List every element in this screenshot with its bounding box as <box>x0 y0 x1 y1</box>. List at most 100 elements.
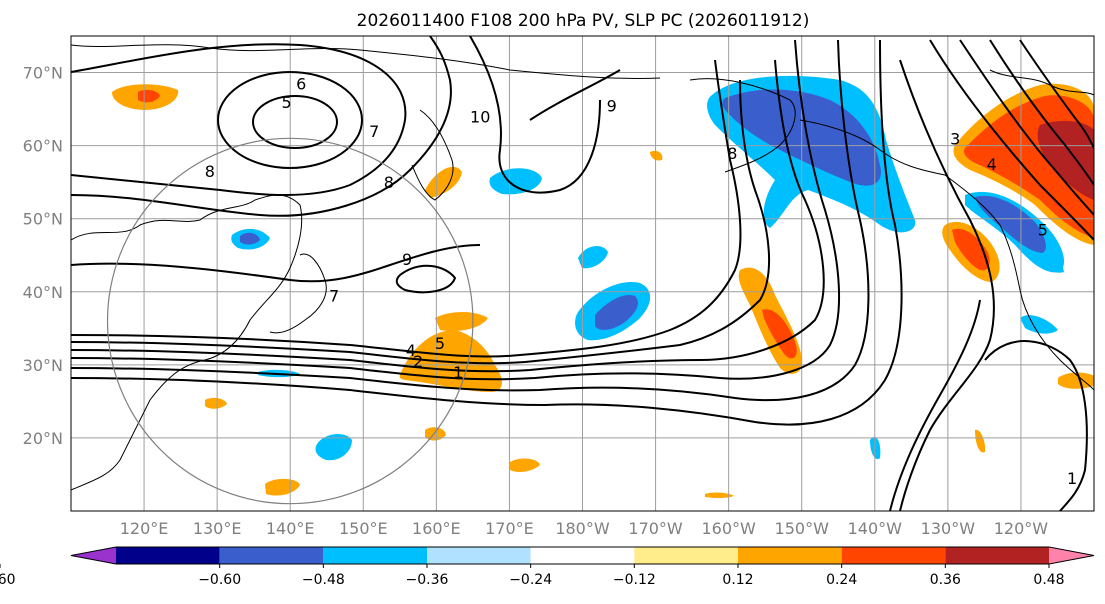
contour-jet-6 <box>71 39 903 426</box>
colorbar: −0.60 −0.48 −0.36 −0.24 −0.12 0.12 0.24 0.36 0.4… <box>0 546 1095 588</box>
pv-positive-region <box>510 458 540 473</box>
contour-label: 8 <box>205 162 215 181</box>
contour-label: 5 <box>435 334 445 353</box>
contour-label: 3 <box>950 129 960 148</box>
colorbar-segment <box>530 547 635 564</box>
lon-tick-label: 160°E <box>412 519 461 538</box>
colorbar-segment <box>219 547 324 564</box>
contour-label: 5 <box>281 93 291 112</box>
contour-label: 9 <box>607 96 617 115</box>
pv-negative-region <box>1020 315 1058 334</box>
contour-jet-1 <box>71 59 742 358</box>
pv-positive-region <box>705 492 734 498</box>
pv-positive-region <box>435 312 488 332</box>
colorbar-segment <box>323 547 427 564</box>
lon-tick-label: 150°E <box>339 519 388 538</box>
contour-se <box>889 299 981 511</box>
contour-ne-3 <box>989 39 1094 186</box>
coastline-asia <box>71 194 303 491</box>
colorbar-tick-label: 0.12 <box>722 572 753 588</box>
colorbar-outline <box>70 546 1095 565</box>
pv-positive-region <box>952 228 990 271</box>
contour-9 <box>529 69 621 121</box>
pv-positive-region <box>425 427 446 441</box>
lat-tick-label: 50°N <box>23 210 63 229</box>
colorbar-tick-label: 0.60 <box>0 572 16 588</box>
lat-tick-label: 20°N <box>23 429 63 448</box>
colorbar-tick-label: 0.48 <box>1033 572 1064 588</box>
pv-positive-region <box>138 89 160 103</box>
contour-7-south <box>71 244 481 283</box>
lat-tick-label: 60°N <box>23 137 63 156</box>
pv-negative-region <box>240 232 260 245</box>
contour-10 <box>469 36 601 194</box>
pv-negative-region <box>1040 253 1064 273</box>
colorbar-tick-label: −0.48 <box>302 572 345 588</box>
contour-7 <box>71 43 407 196</box>
lon-tick-label: 130°W <box>921 519 976 538</box>
lon-tick-label: 160°W <box>701 519 756 538</box>
colorbar-tick-label: −0.36 <box>406 572 449 588</box>
colorbar-tick-label: −0.60 <box>198 572 241 588</box>
contour-label: 8 <box>727 144 737 163</box>
contour-ne-1 <box>929 39 1094 241</box>
colorbar-segment <box>634 547 738 564</box>
coastlines <box>71 44 1094 491</box>
lon-tick-label: 150°W <box>775 519 830 538</box>
contour-low-5 <box>252 95 338 149</box>
contour-label: 1 <box>453 363 463 382</box>
lat-tick-label: 70°N <box>23 64 63 83</box>
coastline-alaska <box>689 78 1094 391</box>
contour-label: 1 <box>1067 469 1077 488</box>
colorbar-extend-low <box>71 547 116 564</box>
map-frame <box>70 35 1095 512</box>
lat-tick-label: 40°N <box>23 283 63 302</box>
contour-label: 4 <box>987 155 997 174</box>
slp-contours <box>71 36 1094 511</box>
contour-jet-3 <box>71 59 825 373</box>
pv-positive-region <box>762 309 797 359</box>
lon-tick-label: 130°E <box>193 519 242 538</box>
range-circle <box>106 137 474 505</box>
colorbar-extend-high <box>1049 547 1094 564</box>
lon-tick-label: 120°E <box>120 519 169 538</box>
pv-positive-region <box>265 478 300 496</box>
pv-negative-region <box>578 246 608 269</box>
colorbar-tick-label: −0.24 <box>509 572 552 588</box>
colorbar-segment <box>116 547 220 564</box>
longitude-labels: 120°E 130°E 140°E 150°E 160°E 170°E 180°W 170°W… <box>120 519 1049 538</box>
contour-6 <box>217 71 363 169</box>
contour-jet-2 <box>71 79 770 365</box>
contour-label: 10 <box>470 107 490 126</box>
pv-positive-region <box>650 150 663 161</box>
colorbar-segment <box>945 547 1049 564</box>
figure-title: 2026011400 F108 200 hPa PV, SLP PC (2026… <box>357 11 810 31</box>
contour-ne-2 <box>959 39 1094 216</box>
pv-negative-region <box>315 434 352 461</box>
contour-ne-4 <box>1019 39 1094 149</box>
coastline-arctic <box>71 44 661 79</box>
pv-negative-region <box>975 195 1046 253</box>
lon-tick-label: 140°E <box>266 519 315 538</box>
contour-jet-5 <box>71 39 870 402</box>
lat-tick-label: 30°N <box>23 356 63 375</box>
colorbar-tick-label: −0.12 <box>613 572 656 588</box>
colorbar-tick-label: 0.24 <box>826 572 857 588</box>
lon-tick-label: 180°W <box>555 519 610 538</box>
pv-positive-region <box>975 429 986 453</box>
contour-label: 8 <box>384 173 394 192</box>
latitude-labels: 20°N 30°N 40°N 50°N 60°N 70°N <box>23 64 63 448</box>
pv-positive-region <box>205 397 227 409</box>
lon-tick-label: 170°W <box>628 519 683 538</box>
pv-positive-region <box>1037 120 1094 200</box>
contour-label: 7 <box>329 286 339 305</box>
contour-1 <box>984 340 1088 511</box>
contour-8 <box>71 36 452 217</box>
pv-negative-region <box>595 294 639 330</box>
colorbar-segment <box>841 547 946 564</box>
contour-label: 9 <box>402 250 412 269</box>
contour-label: 4 <box>406 341 416 360</box>
colorbar-segment <box>738 547 842 564</box>
